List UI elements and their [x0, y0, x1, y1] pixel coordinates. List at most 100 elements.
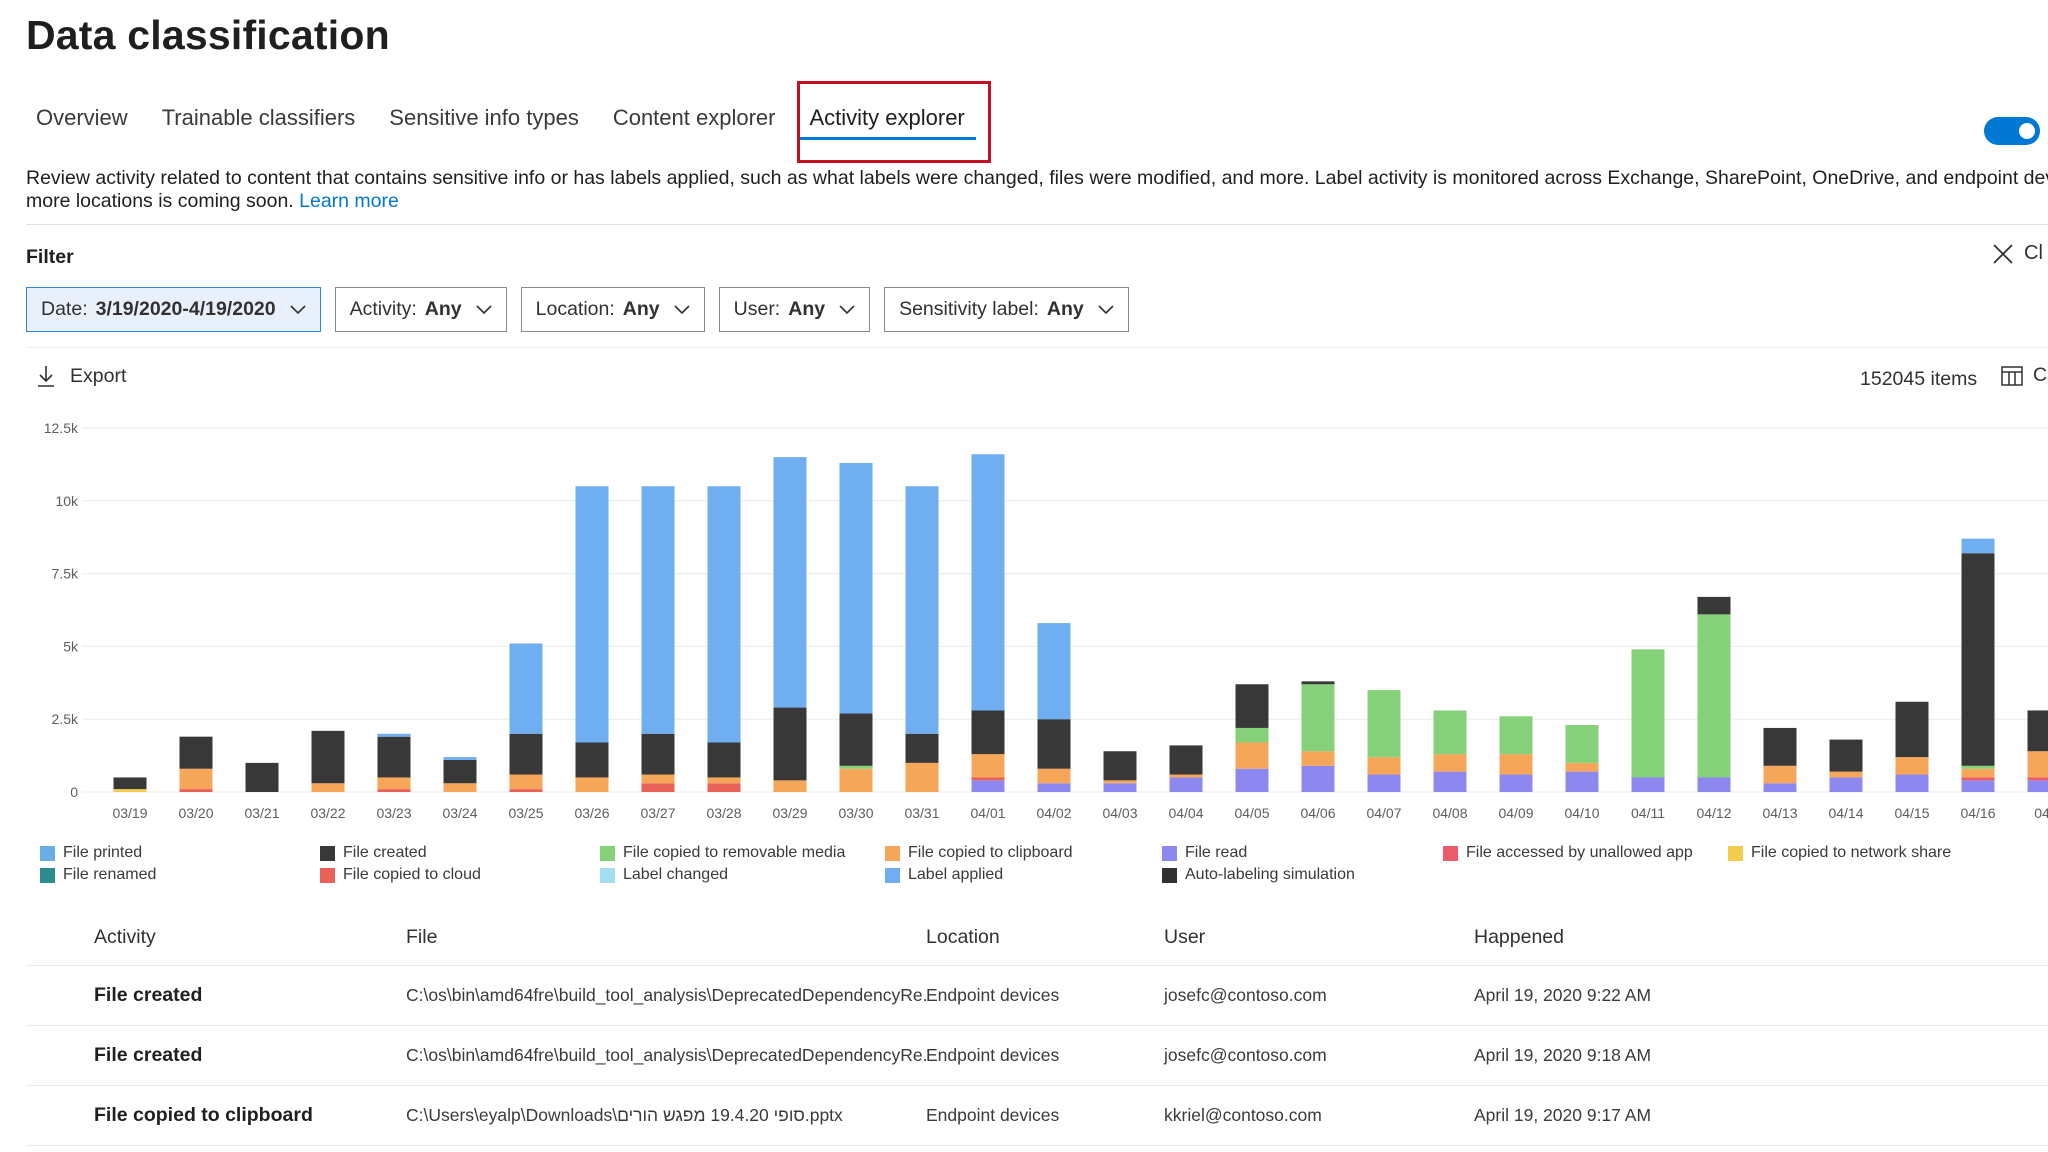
- legend-item[interactable]: File accessed by unallowed app: [1443, 844, 1693, 862]
- legend-item[interactable]: File copied to cloud: [320, 866, 481, 884]
- close-icon: [1993, 243, 2013, 264]
- filter-activity[interactable]: Activity: Any: [334, 287, 507, 332]
- x-tick-label: 04/13: [1762, 805, 1797, 821]
- legend-item[interactable]: File renamed: [40, 866, 156, 884]
- bar-segment: [1037, 719, 1071, 769]
- cell-location: Endpoint devices: [926, 985, 1060, 1005]
- x-tick-label: 03/20: [178, 805, 213, 821]
- page-description: Review activity related to content that …: [26, 167, 2048, 213]
- legend-swatch: [600, 867, 615, 883]
- column-header-happened[interactable]: Happened: [1474, 926, 1564, 948]
- y-tick-label: 0: [70, 784, 78, 800]
- columns-icon: [2001, 365, 2023, 386]
- bar-segment: [971, 710, 1005, 755]
- column-header-location[interactable]: Location: [926, 926, 1000, 948]
- x-tick-label: 03/21: [244, 805, 279, 821]
- bar-segment: [1301, 684, 1335, 752]
- bar-segment: [2027, 710, 2048, 752]
- legend-item[interactable]: File created: [320, 844, 427, 862]
- tab-content-explorer[interactable]: Content explorer: [612, 105, 776, 130]
- y-tick-label: 2.5k: [52, 711, 79, 727]
- bar-segment: [1697, 614, 1731, 778]
- legend-label: Auto-labeling simulation: [1185, 866, 1355, 883]
- table-row[interactable]: File copied to clipboard C:\Users\eyalp\…: [26, 1086, 2048, 1146]
- toolbar-divider: [26, 347, 2048, 348]
- chevron-down-icon: [1098, 304, 1114, 314]
- filter-sensitivity-label[interactable]: Sensitivity label: Any: [884, 287, 1129, 332]
- clear-filters-button[interactable]: Cl: [1992, 242, 2043, 265]
- tab-trainable-classifiers[interactable]: Trainable classifiers: [161, 105, 356, 130]
- bar-segment: [1301, 681, 1335, 685]
- customize-columns-button[interactable]: C: [2001, 364, 2047, 387]
- bar-segment: [1763, 765, 1797, 784]
- filter-location-value: Any: [622, 298, 660, 320]
- legend-item[interactable]: File copied to network share: [1728, 844, 1951, 862]
- legend-item[interactable]: Auto-labeling simulation: [1162, 866, 1355, 884]
- tab-activity-explorer[interactable]: Activity explorer: [798, 100, 976, 140]
- filter-date-value: 3/19/2020-4/19/2020: [95, 298, 276, 320]
- bar-segment: [1103, 751, 1137, 781]
- tab-sensitive-info-types[interactable]: Sensitive info types: [389, 105, 579, 130]
- column-header-user[interactable]: User: [1164, 926, 1206, 948]
- activity-chart: 0 2.5k 5k 7.5k 10k 12.5k 03/19 03/20 03/21 03/22 0…: [44, 420, 2048, 821]
- bar-segment: [509, 643, 543, 734]
- column-header-file[interactable]: File: [406, 926, 438, 948]
- filter-user[interactable]: User: Any: [718, 287, 871, 332]
- column-header-activity[interactable]: Activity: [94, 926, 156, 948]
- bar-segment: [377, 736, 411, 778]
- customize-columns-label: C: [2033, 364, 2048, 386]
- bar-segment: [1433, 710, 1467, 755]
- learn-more-link[interactable]: Learn more: [299, 190, 399, 212]
- x-tick-label: 04/04: [1168, 805, 1203, 821]
- x-tick-label: 03/19: [112, 805, 147, 821]
- legend-label: File copied to network share: [1751, 844, 1952, 861]
- activity-table: Activity File Location User Happened Fil…: [26, 910, 2048, 1146]
- legend-label: File copied to cloud: [343, 866, 481, 883]
- filter-activity-value: Any: [424, 298, 462, 320]
- legend-swatch: [1162, 867, 1177, 883]
- filter-location[interactable]: Location: Any: [520, 287, 705, 332]
- legend-item[interactable]: File printed: [40, 844, 142, 862]
- bar-segment: [1499, 774, 1533, 792]
- x-tick-label: 03/27: [640, 805, 675, 821]
- legend-item[interactable]: Label changed: [600, 866, 728, 884]
- legend-label: File read: [1185, 844, 1248, 861]
- legend-item[interactable]: Label applied: [885, 866, 1003, 884]
- legend-label: Label changed: [623, 866, 728, 883]
- table-row[interactable]: File created C:\os\bin\amd64fre\build_to…: [26, 966, 2048, 1026]
- bar-segment: [2027, 780, 2048, 792]
- bar-segment: [1895, 701, 1929, 758]
- filter-date-name: Date:: [41, 298, 88, 320]
- bar-segment: [443, 783, 477, 792]
- cell-happened: April 19, 2020 9:17 AM: [1474, 1105, 1652, 1125]
- filter-location-name: Location:: [535, 298, 615, 320]
- table-header: Activity File Location User Happened: [26, 910, 2048, 966]
- bar-segment: [1961, 553, 1995, 766]
- bar-segment: [1235, 742, 1269, 769]
- bar-segment: [1103, 783, 1137, 792]
- tab-overview[interactable]: Overview: [36, 105, 128, 130]
- bar-segment: [1961, 538, 1995, 554]
- bar-segment: [1235, 684, 1269, 728]
- export-button[interactable]: Export: [36, 364, 126, 388]
- bar-segment: [509, 789, 543, 792]
- toggle-switch[interactable]: [1984, 117, 2040, 145]
- legend-item[interactable]: File copied to removable media: [600, 844, 845, 862]
- filter-date[interactable]: Date: 3/19/2020-4/19/2020: [26, 287, 321, 332]
- legend-label: File accessed by unallowed app: [1466, 844, 1693, 861]
- bar-segment: [1763, 783, 1797, 792]
- y-tick-label: 10k: [55, 493, 79, 509]
- bar-segment: [575, 777, 609, 792]
- divider: [26, 224, 2048, 225]
- bar-segment: [707, 777, 741, 784]
- legend-swatch: [885, 867, 900, 883]
- filter-user-value: Any: [788, 298, 826, 320]
- legend-item[interactable]: File copied to clipboard: [885, 844, 1073, 862]
- legend-item[interactable]: File read: [1162, 844, 1247, 862]
- bar-segment: [575, 486, 609, 743]
- chart-legend: File printed File created File copied to r…: [40, 844, 2040, 894]
- bar-segment: [1829, 777, 1863, 792]
- table-row[interactable]: File created C:\os\bin\amd64fre\build_to…: [26, 1026, 2048, 1086]
- bar-segment: [1367, 757, 1401, 775]
- x-tick-label: 03/29: [772, 805, 807, 821]
